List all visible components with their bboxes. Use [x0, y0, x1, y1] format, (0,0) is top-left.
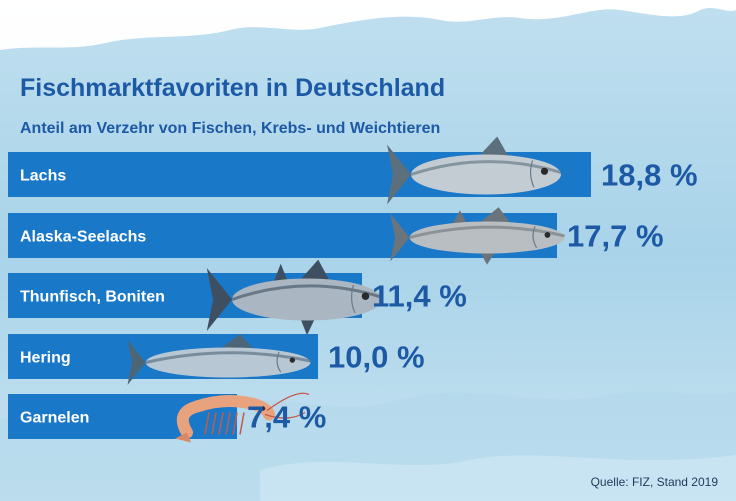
value-label: 18,8 % — [601, 158, 698, 193]
chart-title: Fischmarktfavoriten in Deutschland — [20, 74, 446, 102]
shrimp-icon — [175, 392, 310, 443]
source-note: Quelle: FIZ, Stand 2019 — [590, 475, 718, 489]
category-label: Thunfisch, Boniten — [20, 289, 165, 306]
category-label: Alaska-Seelachs — [20, 229, 146, 246]
value-label: 11,4 % — [372, 279, 467, 314]
category-label: Garnelen — [20, 410, 89, 427]
value-label: 17,7 % — [567, 219, 664, 254]
tuna-icon — [206, 259, 383, 336]
salmon-icon — [387, 136, 562, 205]
herring-icon — [127, 334, 311, 385]
value-label: 10,0 % — [328, 340, 425, 375]
chart-subtitle: Anteil am Verzehr von Fischen, Krebs- un… — [20, 120, 441, 137]
category-label: Hering — [20, 350, 71, 367]
category-label: Lachs — [20, 168, 66, 185]
pollock-icon — [390, 207, 565, 265]
value-label: 7,4 % — [247, 400, 326, 435]
